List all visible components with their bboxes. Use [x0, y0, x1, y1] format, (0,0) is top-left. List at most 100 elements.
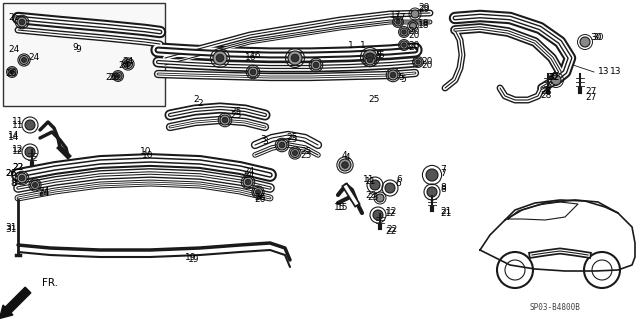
Text: 13: 13 [598, 68, 609, 77]
Text: 20: 20 [421, 57, 433, 66]
Circle shape [8, 68, 16, 76]
Circle shape [370, 180, 380, 190]
Circle shape [311, 60, 321, 70]
Text: 19: 19 [185, 254, 196, 263]
Text: 11: 11 [365, 177, 376, 187]
Text: 18: 18 [418, 21, 429, 31]
Text: 12: 12 [12, 145, 24, 154]
Text: 5: 5 [400, 76, 406, 85]
Text: 23: 23 [367, 194, 378, 203]
Text: 14: 14 [8, 130, 19, 139]
Circle shape [313, 62, 319, 68]
Text: 9: 9 [72, 43, 77, 53]
Text: 32: 32 [548, 73, 559, 83]
Text: 23: 23 [365, 190, 376, 199]
Circle shape [19, 56, 29, 64]
Circle shape [216, 54, 224, 62]
Text: 8: 8 [440, 183, 445, 192]
Text: 12: 12 [385, 209, 396, 218]
Circle shape [339, 159, 351, 171]
Text: 28: 28 [540, 87, 552, 97]
Circle shape [25, 147, 35, 157]
Text: 26: 26 [5, 69, 17, 78]
Text: 17: 17 [395, 13, 406, 23]
Circle shape [427, 187, 437, 197]
Circle shape [342, 162, 348, 168]
Text: 24: 24 [243, 170, 254, 180]
Text: 1: 1 [360, 41, 365, 49]
Circle shape [17, 173, 27, 183]
Text: 15: 15 [334, 203, 346, 211]
Text: 18: 18 [418, 19, 429, 28]
Circle shape [396, 20, 400, 24]
Text: 32: 32 [547, 73, 558, 83]
Text: 3: 3 [260, 136, 266, 145]
Text: 13: 13 [610, 68, 621, 77]
Circle shape [19, 175, 25, 181]
Circle shape [33, 182, 38, 188]
Text: 29: 29 [418, 4, 429, 13]
Circle shape [213, 51, 227, 65]
Text: 12: 12 [12, 147, 24, 157]
Text: 24: 24 [243, 167, 254, 176]
Circle shape [245, 179, 251, 185]
Circle shape [277, 140, 287, 150]
Circle shape [414, 58, 422, 66]
Circle shape [400, 28, 408, 36]
Circle shape [10, 70, 14, 74]
Circle shape [31, 181, 40, 189]
Text: 20: 20 [408, 27, 419, 36]
Circle shape [388, 70, 398, 80]
Circle shape [367, 57, 372, 63]
Text: 8: 8 [11, 179, 17, 188]
Text: 8: 8 [440, 186, 445, 195]
Text: 1: 1 [348, 41, 354, 49]
FancyBboxPatch shape [3, 3, 165, 106]
Text: 24: 24 [122, 57, 133, 66]
Text: 22: 22 [385, 226, 396, 235]
Text: 29: 29 [418, 4, 429, 12]
Text: 31: 31 [5, 224, 17, 233]
Circle shape [385, 183, 395, 193]
Text: SP03-B4800B: SP03-B4800B [529, 303, 580, 312]
Circle shape [365, 55, 375, 65]
Text: 21: 21 [440, 207, 451, 217]
Text: FR.: FR. [42, 278, 58, 288]
Text: 26: 26 [105, 73, 116, 83]
Text: 24: 24 [28, 54, 39, 63]
Text: 4: 4 [345, 152, 351, 161]
Circle shape [116, 74, 120, 78]
Circle shape [288, 51, 302, 65]
Text: 10: 10 [140, 147, 152, 157]
Text: 30: 30 [592, 33, 604, 42]
Circle shape [580, 37, 590, 47]
Text: 26: 26 [8, 13, 19, 23]
Circle shape [376, 194, 384, 202]
Text: 26: 26 [254, 196, 266, 204]
Circle shape [124, 60, 132, 69]
Text: 30: 30 [590, 33, 602, 42]
Text: 11: 11 [363, 175, 374, 184]
Text: 28: 28 [540, 91, 552, 100]
Text: 5: 5 [375, 50, 381, 60]
Circle shape [19, 19, 25, 25]
Circle shape [248, 67, 258, 77]
Circle shape [17, 17, 27, 27]
Circle shape [114, 72, 122, 80]
Text: 9: 9 [75, 46, 81, 55]
Circle shape [220, 115, 230, 125]
Text: 25: 25 [300, 151, 312, 160]
Text: 11: 11 [12, 117, 24, 127]
Text: 27: 27 [585, 87, 596, 97]
Text: 31: 31 [5, 226, 17, 234]
FancyArrow shape [0, 287, 31, 318]
Text: 3: 3 [262, 137, 268, 146]
Circle shape [243, 177, 253, 187]
Text: 5: 5 [398, 72, 404, 81]
Text: 6: 6 [395, 179, 401, 188]
Circle shape [25, 120, 35, 130]
Text: 26: 26 [5, 169, 17, 179]
Circle shape [291, 149, 300, 158]
Text: 7: 7 [440, 168, 445, 177]
Text: 25: 25 [286, 132, 298, 142]
